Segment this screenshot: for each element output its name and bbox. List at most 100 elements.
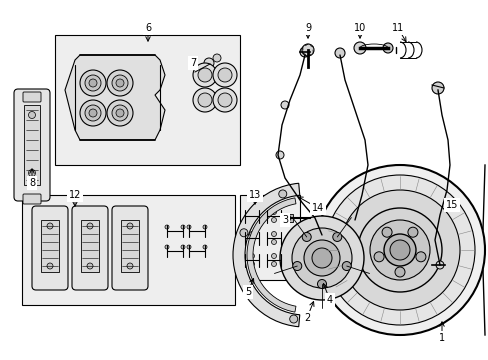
Circle shape [240,229,247,237]
FancyBboxPatch shape [23,194,41,204]
Circle shape [203,245,206,249]
Bar [41,220,59,272]
Circle shape [213,54,221,62]
Circle shape [193,88,217,112]
Circle shape [181,225,184,229]
Circle shape [325,175,474,325]
Circle shape [186,225,191,229]
Polygon shape [65,55,164,140]
Circle shape [415,252,425,262]
Circle shape [198,93,212,107]
Circle shape [271,261,276,266]
Circle shape [280,216,363,300]
Circle shape [435,261,443,269]
Circle shape [249,239,254,244]
Circle shape [193,63,217,87]
Bar [22,195,235,305]
Circle shape [218,93,231,107]
Circle shape [353,42,365,54]
Text: 6: 6 [144,23,151,33]
Circle shape [339,190,459,310]
Circle shape [164,245,169,249]
Circle shape [28,170,36,176]
Bar [24,105,40,185]
Circle shape [87,223,93,229]
Circle shape [292,261,301,270]
Circle shape [127,263,133,269]
Circle shape [85,75,101,91]
Circle shape [249,261,254,266]
Circle shape [203,58,214,68]
Text: 10: 10 [353,23,366,33]
Text: 13: 13 [248,190,261,200]
Circle shape [281,101,288,109]
Text: 5: 5 [244,287,251,297]
Circle shape [116,109,124,117]
Text: 8: 8 [29,178,35,188]
Circle shape [302,233,310,242]
Circle shape [112,75,128,91]
Circle shape [80,70,106,96]
Circle shape [203,225,206,229]
FancyBboxPatch shape [14,89,50,201]
Circle shape [249,231,254,237]
Circle shape [249,217,254,222]
Circle shape [28,112,36,118]
Circle shape [299,47,309,57]
Circle shape [271,231,276,237]
Circle shape [304,240,339,276]
Circle shape [382,43,392,53]
Circle shape [47,223,53,229]
FancyBboxPatch shape [32,206,68,290]
Circle shape [164,225,169,229]
Circle shape [285,215,290,221]
Circle shape [317,279,326,288]
Text: 11: 11 [391,23,403,33]
Circle shape [80,100,106,126]
Circle shape [271,239,276,244]
Circle shape [198,68,212,82]
Circle shape [389,240,409,260]
Circle shape [407,227,417,237]
Circle shape [394,267,404,277]
Circle shape [85,105,101,121]
Circle shape [383,234,415,266]
Circle shape [291,228,351,288]
Text: 1: 1 [438,333,444,343]
FancyBboxPatch shape [72,206,108,290]
Circle shape [289,315,297,323]
Circle shape [47,263,53,269]
Circle shape [373,252,383,262]
Text: 15: 15 [445,200,457,210]
FancyBboxPatch shape [112,206,148,290]
Bar [55,35,240,165]
Circle shape [107,70,133,96]
Circle shape [181,245,184,249]
Bar [121,220,139,272]
Circle shape [127,223,133,229]
Circle shape [275,151,284,159]
Bar [240,195,299,280]
Text: 4: 4 [326,295,332,305]
Bar [81,220,99,272]
Circle shape [112,105,128,121]
Text: 12: 12 [69,190,81,200]
FancyBboxPatch shape [23,92,41,102]
Circle shape [218,68,231,82]
Circle shape [271,210,276,215]
Circle shape [213,88,237,112]
Circle shape [431,82,443,94]
Text: 9: 9 [305,23,310,33]
Circle shape [278,190,286,198]
Circle shape [249,210,254,215]
Circle shape [332,233,341,242]
Circle shape [342,261,350,270]
Circle shape [87,263,93,269]
Circle shape [107,100,133,126]
Circle shape [89,109,97,117]
Circle shape [357,208,441,292]
Text: 7: 7 [189,58,196,68]
Circle shape [249,253,254,258]
Wedge shape [246,198,295,312]
Text: 14: 14 [311,203,324,213]
